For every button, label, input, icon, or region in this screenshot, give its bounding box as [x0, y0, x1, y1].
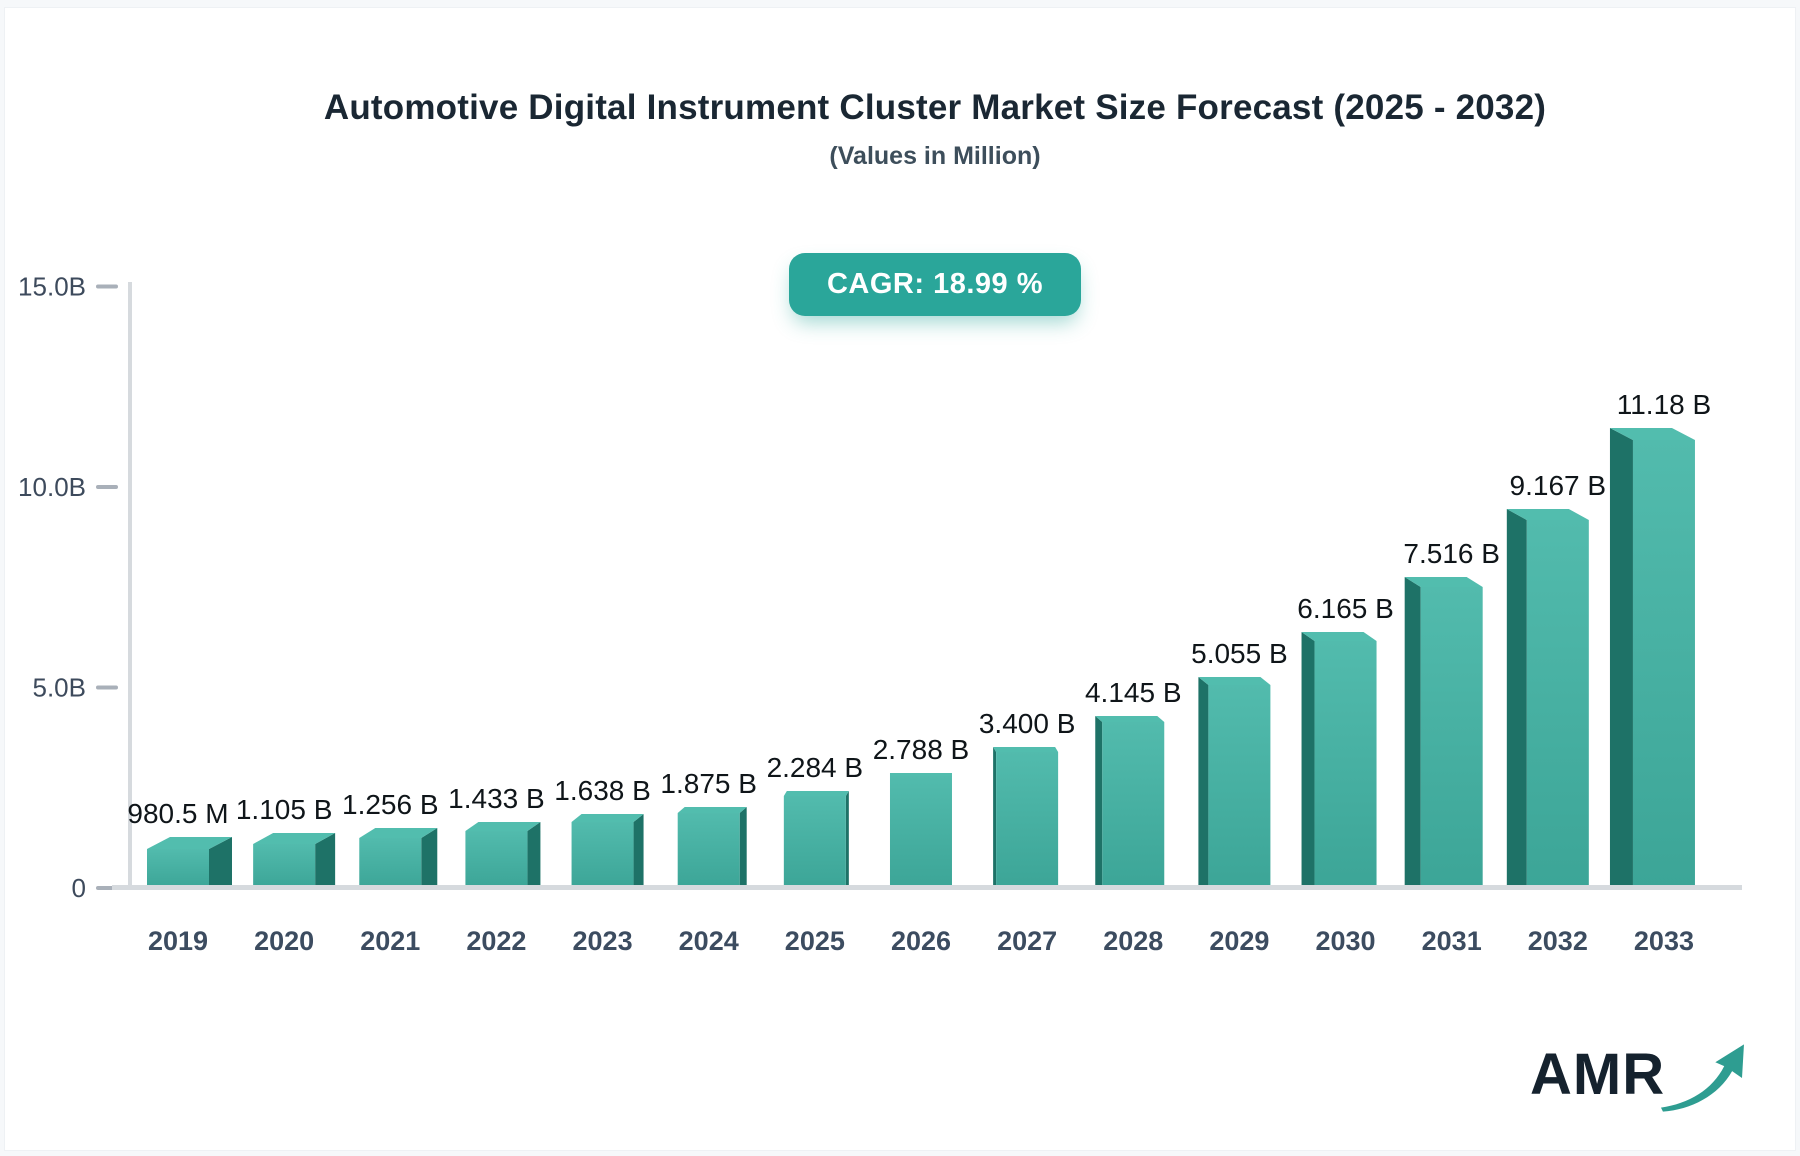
svg-text:2026: 2026 [891, 926, 951, 956]
svg-text:1.638 B: 1.638 B [554, 775, 651, 806]
bar-2021[interactable] [359, 828, 438, 888]
svg-text:1.105 B: 1.105 B [236, 794, 333, 825]
svg-text:1.433 B: 1.433 B [448, 783, 545, 814]
svg-text:1.256 B: 1.256 B [342, 789, 439, 820]
svg-text:2019: 2019 [148, 926, 208, 956]
svg-text:0: 0 [72, 873, 86, 903]
bar-2032[interactable] [1506, 509, 1589, 888]
svg-text:4.145 B: 4.145 B [1085, 677, 1182, 708]
bar-2029[interactable] [1198, 677, 1271, 888]
page-title: Automotive Digital Instrument Cluster Ma… [323, 88, 1547, 127]
svg-text:2023: 2023 [573, 926, 633, 956]
bar-2030[interactable] [1301, 632, 1377, 888]
svg-text:2029: 2029 [1209, 926, 1269, 956]
cagr-badge-row: CAGR: 18.99 % [130, 253, 1740, 316]
bar-2020[interactable] [253, 833, 336, 888]
bar-2031[interactable] [1404, 577, 1483, 888]
svg-text:11.18 B: 11.18 B [1617, 389, 1711, 420]
amr-logo-text: AMR [1530, 1042, 1666, 1107]
bars-layer [147, 428, 1695, 888]
amr-logo: AMR [1530, 1030, 1750, 1120]
svg-text:9.167 B: 9.167 B [1510, 470, 1607, 501]
svg-text:10.0B: 10.0B [18, 472, 86, 502]
svg-text:2025: 2025 [785, 926, 845, 956]
svg-text:1.875 B: 1.875 B [660, 768, 757, 799]
chart-header: Automotive Digital Instrument Cluster Ma… [130, 88, 1740, 171]
axis-layer [96, 282, 1742, 890]
bar-2027[interactable] [993, 747, 1059, 888]
chart-card [4, 7, 1796, 1151]
svg-text:5.0B: 5.0B [33, 673, 87, 703]
bar-2023[interactable] [571, 814, 644, 888]
svg-text:2032: 2032 [1528, 926, 1588, 956]
bar-2022[interactable] [465, 822, 541, 888]
svg-text:7.516 B: 7.516 B [1403, 538, 1500, 569]
bar-2033[interactable] [1609, 428, 1695, 888]
bar-2019[interactable] [147, 837, 232, 888]
svg-text:15.0B: 15.0B [18, 272, 86, 302]
svg-text:2027: 2027 [997, 926, 1057, 956]
growth-arrow-icon [1661, 1044, 1745, 1112]
chart-subtitle: (Values in Million) [829, 142, 1041, 170]
svg-text:5.055 B: 5.055 B [1191, 638, 1288, 669]
svg-text:2031: 2031 [1422, 926, 1482, 956]
bar-2025[interactable] [783, 791, 849, 888]
labels-layer: 15.0B 10.0B 5.0B 0 980.5 M 2019 1.105 B 2020 1.2… [18, 272, 1711, 957]
svg-text:980.5 M: 980.5 M [127, 798, 228, 829]
bar-2024[interactable] [677, 807, 747, 888]
bar-2026[interactable] [889, 773, 952, 888]
svg-text:2022: 2022 [466, 926, 526, 956]
svg-text:2021: 2021 [360, 926, 420, 956]
svg-text:2.284 B: 2.284 B [767, 752, 864, 783]
svg-text:3.400 B: 3.400 B [979, 708, 1076, 739]
svg-text:6.165 B: 6.165 B [1297, 593, 1394, 624]
svg-text:2030: 2030 [1316, 926, 1376, 956]
cagr-badge: CAGR: 18.99 % [788, 253, 1081, 316]
svg-text:2033: 2033 [1634, 926, 1694, 956]
svg-text:2020: 2020 [254, 926, 314, 956]
svg-text:2028: 2028 [1103, 926, 1163, 956]
svg-text:2024: 2024 [679, 926, 739, 956]
bar-2028[interactable] [1095, 716, 1165, 888]
svg-text:2.788 B: 2.788 B [873, 734, 970, 765]
